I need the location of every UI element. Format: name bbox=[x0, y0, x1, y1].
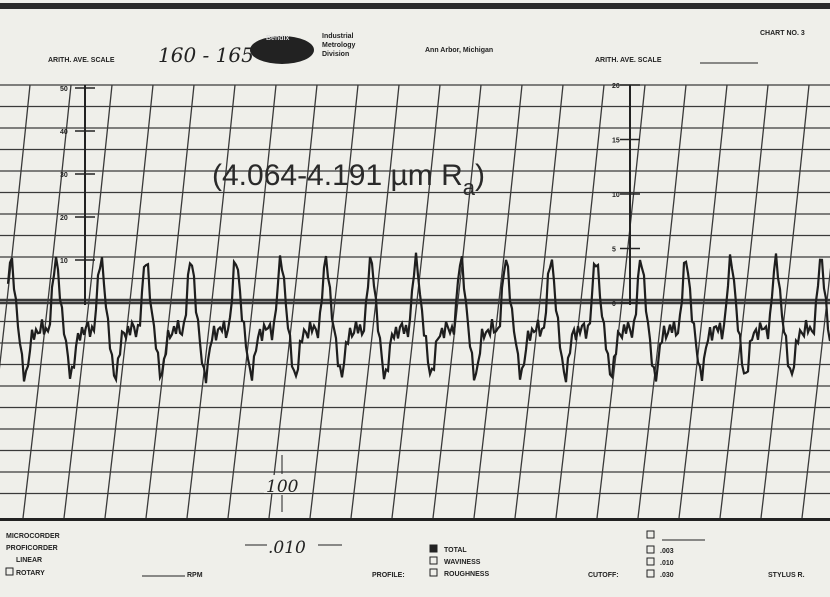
scale-label: 20 bbox=[60, 215, 68, 222]
scale-label: 0 bbox=[612, 301, 616, 308]
page: ARITH. AVE. SCALE 160 - 165 Bendix Indus… bbox=[0, 0, 830, 597]
cutoff-option: .003 bbox=[660, 548, 674, 555]
division: Division bbox=[322, 51, 349, 58]
horizontal-scale: .010 bbox=[268, 538, 306, 558]
paper bbox=[0, 0, 830, 597]
instrument: ROTARY bbox=[16, 570, 45, 577]
profile-option: ROUGHNESS bbox=[444, 571, 489, 578]
cutoff-label: CUTOFF: bbox=[588, 572, 619, 579]
scale-label: ARITH. AVE. SCALE bbox=[48, 57, 115, 64]
scale-label: 50 bbox=[60, 86, 68, 93]
scale-label: 40 bbox=[60, 129, 68, 136]
rpm: RPM bbox=[187, 572, 203, 579]
division: Metrology bbox=[322, 42, 356, 49]
cutoff-option: .010 bbox=[660, 560, 674, 567]
annotation-text: (4.064-4.191 µm R bbox=[212, 159, 463, 192]
cutoff-option: .030 bbox=[660, 572, 674, 579]
chart-paper: ARITH. AVE. SCALE 160 - 165 Bendix Indus… bbox=[0, 0, 830, 597]
location: Ann Arbor, Michigan bbox=[425, 47, 493, 54]
bottom-border bbox=[0, 518, 830, 521]
annotation-subscript: a bbox=[463, 175, 476, 200]
scale-label: 10 bbox=[60, 258, 68, 265]
division: Industrial bbox=[322, 33, 354, 40]
instrument: MICROCORDER bbox=[6, 533, 60, 540]
annotation-close: ) bbox=[475, 159, 485, 192]
scale-value: 160 - 165 bbox=[158, 43, 254, 67]
scale-label: 30 bbox=[60, 172, 68, 179]
instrument: PROFICORDER bbox=[6, 545, 58, 552]
scale-label: ARITH. AVE. SCALE bbox=[595, 57, 662, 64]
scale-label: 5 bbox=[612, 247, 616, 254]
top-border bbox=[0, 3, 830, 9]
scale-label: 20 bbox=[612, 83, 620, 90]
profile-label: PROFILE: bbox=[372, 572, 405, 579]
instrument: LINEAR bbox=[16, 557, 42, 564]
stylus: STYLUS R. bbox=[768, 572, 805, 579]
scale-label: 15 bbox=[612, 138, 620, 145]
profile-option: WAVINESS bbox=[444, 559, 481, 566]
chart-no: CHART NO. 3 bbox=[760, 30, 805, 37]
scale-label: 10 bbox=[612, 192, 620, 199]
brand: Bendix bbox=[266, 35, 289, 42]
vertical-scale: 100 bbox=[266, 477, 299, 497]
profile-option: TOTAL bbox=[444, 547, 467, 554]
checkbox bbox=[430, 545, 437, 552]
